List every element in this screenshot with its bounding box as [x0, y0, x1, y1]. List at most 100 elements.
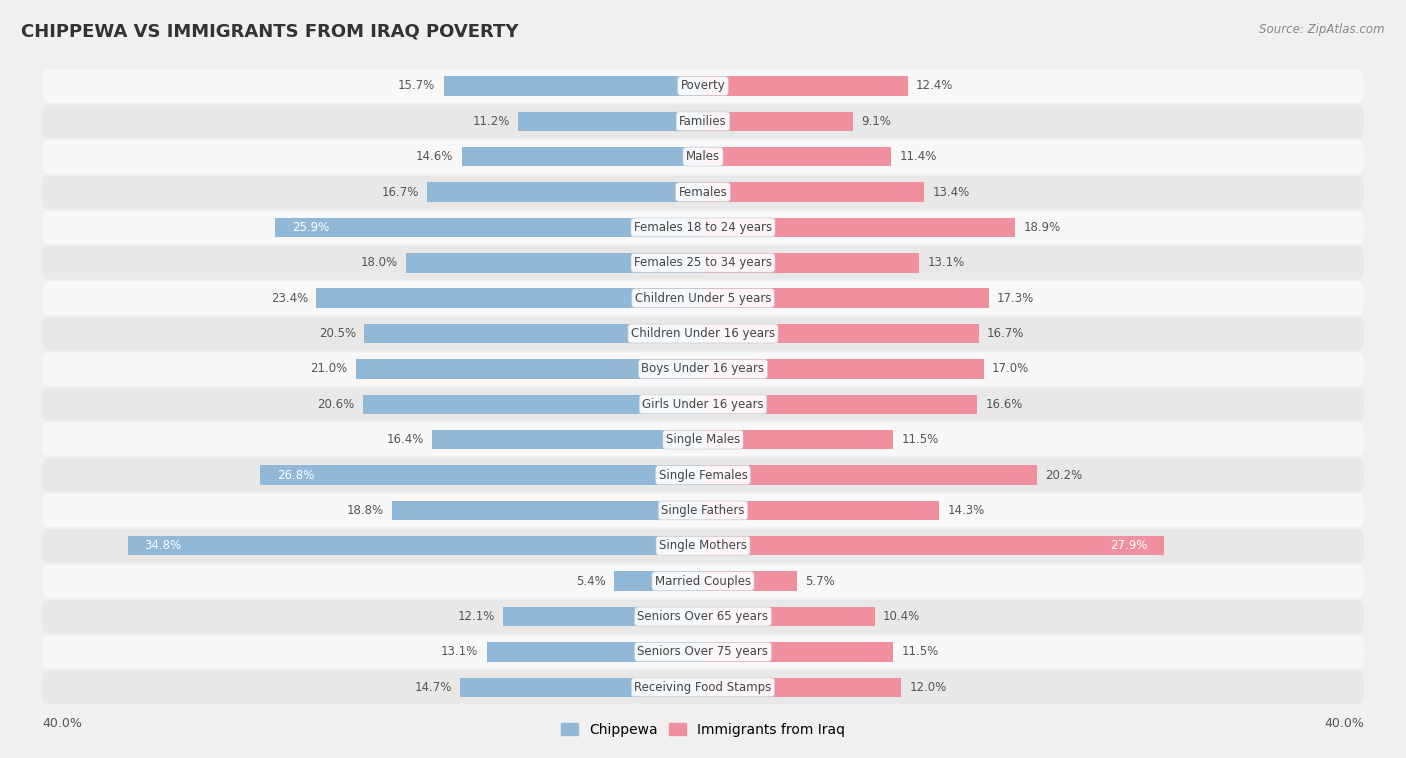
Text: Boys Under 16 years: Boys Under 16 years — [641, 362, 765, 375]
Text: 11.2%: 11.2% — [472, 114, 510, 128]
Bar — [486, 642, 703, 662]
Text: Poverty: Poverty — [681, 80, 725, 92]
FancyBboxPatch shape — [42, 671, 1364, 704]
FancyBboxPatch shape — [42, 105, 1364, 138]
Text: 13.1%: 13.1% — [928, 256, 965, 269]
Text: 40.0%: 40.0% — [1324, 717, 1364, 730]
Text: 12.0%: 12.0% — [910, 681, 946, 694]
Bar — [703, 501, 939, 520]
Bar — [364, 324, 703, 343]
Text: Children Under 5 years: Children Under 5 years — [634, 292, 772, 305]
FancyBboxPatch shape — [42, 423, 1364, 456]
Text: Single Mothers: Single Mothers — [659, 539, 747, 553]
Bar — [703, 77, 908, 96]
Bar — [503, 607, 703, 626]
Text: 20.2%: 20.2% — [1045, 468, 1083, 481]
Bar — [614, 572, 703, 591]
Text: 14.6%: 14.6% — [416, 150, 454, 163]
Text: 17.0%: 17.0% — [993, 362, 1029, 375]
Bar — [703, 607, 875, 626]
FancyBboxPatch shape — [42, 635, 1364, 669]
Bar — [703, 111, 853, 131]
Text: 14.7%: 14.7% — [415, 681, 451, 694]
FancyBboxPatch shape — [42, 211, 1364, 244]
Bar — [427, 183, 703, 202]
Bar — [703, 218, 1015, 237]
Legend: Chippewa, Immigrants from Iraq: Chippewa, Immigrants from Iraq — [555, 718, 851, 743]
Text: CHIPPEWA VS IMMIGRANTS FROM IRAQ POVERTY: CHIPPEWA VS IMMIGRANTS FROM IRAQ POVERTY — [21, 23, 519, 41]
FancyBboxPatch shape — [42, 352, 1364, 386]
Text: 11.5%: 11.5% — [901, 645, 938, 659]
Bar — [703, 147, 891, 167]
Bar — [260, 465, 703, 485]
Bar — [432, 430, 703, 449]
Text: Source: ZipAtlas.com: Source: ZipAtlas.com — [1260, 23, 1385, 36]
Bar — [703, 678, 901, 697]
Text: Seniors Over 75 years: Seniors Over 75 years — [637, 645, 769, 659]
FancyBboxPatch shape — [42, 140, 1364, 174]
Bar — [392, 501, 703, 520]
Bar — [703, 642, 893, 662]
Bar — [703, 359, 984, 379]
Text: 15.7%: 15.7% — [398, 80, 436, 92]
Text: 18.8%: 18.8% — [347, 504, 384, 517]
Text: Married Couples: Married Couples — [655, 575, 751, 587]
Text: 16.4%: 16.4% — [387, 433, 423, 446]
FancyBboxPatch shape — [42, 387, 1364, 421]
FancyBboxPatch shape — [42, 529, 1364, 562]
Text: 12.4%: 12.4% — [917, 80, 953, 92]
Bar — [703, 253, 920, 273]
FancyBboxPatch shape — [42, 565, 1364, 598]
Text: 10.4%: 10.4% — [883, 610, 921, 623]
Bar — [703, 430, 893, 449]
FancyBboxPatch shape — [42, 281, 1364, 315]
Bar — [461, 147, 703, 167]
FancyBboxPatch shape — [42, 600, 1364, 633]
Text: 11.5%: 11.5% — [901, 433, 938, 446]
Text: Seniors Over 65 years: Seniors Over 65 years — [637, 610, 769, 623]
Text: 23.4%: 23.4% — [271, 292, 308, 305]
Bar — [363, 394, 703, 414]
Text: Children Under 16 years: Children Under 16 years — [631, 327, 775, 340]
Text: 13.1%: 13.1% — [441, 645, 478, 659]
Text: Receiving Food Stamps: Receiving Food Stamps — [634, 681, 772, 694]
Text: 5.4%: 5.4% — [576, 575, 606, 587]
Bar — [128, 536, 703, 556]
Text: Females 25 to 34 years: Females 25 to 34 years — [634, 256, 772, 269]
FancyBboxPatch shape — [42, 175, 1364, 208]
Text: 9.1%: 9.1% — [862, 114, 891, 128]
Text: 27.9%: 27.9% — [1109, 539, 1147, 553]
Text: 18.0%: 18.0% — [360, 256, 398, 269]
Bar — [356, 359, 703, 379]
Text: Females 18 to 24 years: Females 18 to 24 years — [634, 221, 772, 234]
Text: 5.7%: 5.7% — [806, 575, 835, 587]
Bar — [703, 183, 924, 202]
FancyBboxPatch shape — [42, 317, 1364, 350]
Bar — [316, 288, 703, 308]
FancyBboxPatch shape — [42, 493, 1364, 527]
Text: Males: Males — [686, 150, 720, 163]
Text: 18.9%: 18.9% — [1024, 221, 1060, 234]
Text: 16.6%: 16.6% — [986, 398, 1024, 411]
Bar — [276, 218, 703, 237]
Text: 40.0%: 40.0% — [42, 717, 82, 730]
Bar — [703, 572, 797, 591]
Text: 12.1%: 12.1% — [457, 610, 495, 623]
Bar — [405, 253, 703, 273]
Bar — [703, 288, 988, 308]
Text: Single Males: Single Males — [666, 433, 740, 446]
Text: 20.6%: 20.6% — [318, 398, 354, 411]
Bar — [703, 394, 977, 414]
Bar — [703, 536, 1164, 556]
Text: 13.4%: 13.4% — [932, 186, 970, 199]
Text: 21.0%: 21.0% — [311, 362, 347, 375]
Text: 16.7%: 16.7% — [381, 186, 419, 199]
Text: 25.9%: 25.9% — [291, 221, 329, 234]
Text: Girls Under 16 years: Girls Under 16 years — [643, 398, 763, 411]
FancyBboxPatch shape — [42, 246, 1364, 280]
FancyBboxPatch shape — [42, 69, 1364, 102]
Text: 34.8%: 34.8% — [145, 539, 181, 553]
Text: Families: Families — [679, 114, 727, 128]
Bar — [517, 111, 703, 131]
Bar — [460, 678, 703, 697]
